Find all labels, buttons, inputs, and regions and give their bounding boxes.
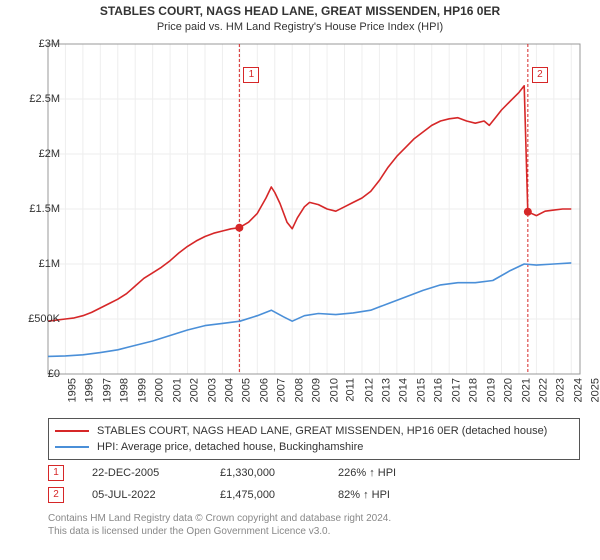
x-tick-label: 2023 <box>555 378 567 402</box>
y-tick-label: £2M <box>16 148 60 160</box>
x-tick-label: 2006 <box>258 378 270 402</box>
transaction-pct: 82% ↑ HPI <box>338 489 448 501</box>
x-tick-label: 2012 <box>363 378 375 402</box>
chart-marker-label: 2 <box>532 67 548 83</box>
x-tick-label: 2015 <box>415 378 427 402</box>
x-tick-label: 1997 <box>101 378 113 402</box>
x-tick-label: 2017 <box>450 378 462 402</box>
transaction-pct: 226% ↑ HPI <box>338 467 448 479</box>
y-tick-label: £0 <box>16 368 60 380</box>
chart-marker-label: 1 <box>243 67 259 83</box>
x-tick-label: 2024 <box>572 378 584 402</box>
x-tick-label: 2013 <box>380 378 392 402</box>
chart-container: STABLES COURT, NAGS HEAD LANE, GREAT MIS… <box>0 0 600 560</box>
x-tick-label: 2002 <box>189 378 201 402</box>
x-tick-label: 2019 <box>485 378 497 402</box>
y-tick-label: £1M <box>16 258 60 270</box>
transaction-marker: 1 <box>48 465 64 481</box>
footer: Contains HM Land Registry data © Crown c… <box>48 512 580 538</box>
legend: STABLES COURT, NAGS HEAD LANE, GREAT MIS… <box>48 418 580 460</box>
x-tick-label: 2010 <box>328 378 340 402</box>
x-tick-label: 1995 <box>66 378 78 402</box>
x-tick-label: 2021 <box>520 378 532 402</box>
x-tick-label: 1998 <box>119 378 131 402</box>
chart-svg <box>48 44 580 374</box>
y-tick-label: £2.5M <box>16 93 60 105</box>
x-tick-label: 2000 <box>154 378 166 402</box>
transaction-row: 2 05-JUL-2022 £1,475,000 82% ↑ HPI <box>48 484 580 506</box>
transaction-price: £1,330,000 <box>220 467 310 479</box>
legend-item: HPI: Average price, detached house, Buck… <box>55 439 573 455</box>
y-tick-label: £3M <box>16 38 60 50</box>
x-tick-label: 2007 <box>276 378 288 402</box>
legend-swatch <box>55 446 89 448</box>
x-tick-label: 2004 <box>223 378 235 402</box>
transaction-date: 05-JUL-2022 <box>92 489 192 501</box>
chart-title: STABLES COURT, NAGS HEAD LANE, GREAT MIS… <box>0 4 600 20</box>
footer-line2: This data is licensed under the Open Gov… <box>48 525 580 538</box>
x-tick-label: 2014 <box>398 378 410 402</box>
title-block: STABLES COURT, NAGS HEAD LANE, GREAT MIS… <box>0 0 600 34</box>
y-tick-label: £500K <box>16 313 60 325</box>
transaction-marker: 2 <box>48 487 64 503</box>
x-tick-label: 2022 <box>537 378 549 402</box>
legend-swatch <box>55 430 89 432</box>
legend-label: STABLES COURT, NAGS HEAD LANE, GREAT MIS… <box>97 425 547 437</box>
transaction-date: 22-DEC-2005 <box>92 467 192 479</box>
x-tick-label: 2016 <box>433 378 445 402</box>
transaction-table: 1 22-DEC-2005 £1,330,000 226% ↑ HPI 2 05-JUL-… <box>48 462 580 506</box>
x-tick-label: 2020 <box>503 378 515 402</box>
x-tick-label: 1996 <box>84 378 96 402</box>
footer-line1: Contains HM Land Registry data © Crown c… <box>48 512 580 525</box>
chart-area <box>48 44 580 374</box>
x-tick-label: 2011 <box>345 378 357 402</box>
x-tick-label: 1999 <box>136 378 148 402</box>
transaction-price: £1,475,000 <box>220 489 310 501</box>
x-tick-label: 2003 <box>206 378 218 402</box>
x-tick-label: 2001 <box>171 378 183 402</box>
x-tick-label: 2008 <box>293 378 305 402</box>
x-tick-label: 2005 <box>241 378 253 402</box>
legend-item: STABLES COURT, NAGS HEAD LANE, GREAT MIS… <box>55 423 573 439</box>
x-tick-label: 2009 <box>311 378 323 402</box>
chart-subtitle: Price paid vs. HM Land Registry's House … <box>0 20 600 34</box>
y-tick-label: £1.5M <box>16 203 60 215</box>
x-tick-label: 2025 <box>590 378 600 402</box>
transaction-row: 1 22-DEC-2005 £1,330,000 226% ↑ HPI <box>48 462 580 484</box>
x-tick-label: 2018 <box>468 378 480 402</box>
legend-label: HPI: Average price, detached house, Buck… <box>97 441 363 453</box>
